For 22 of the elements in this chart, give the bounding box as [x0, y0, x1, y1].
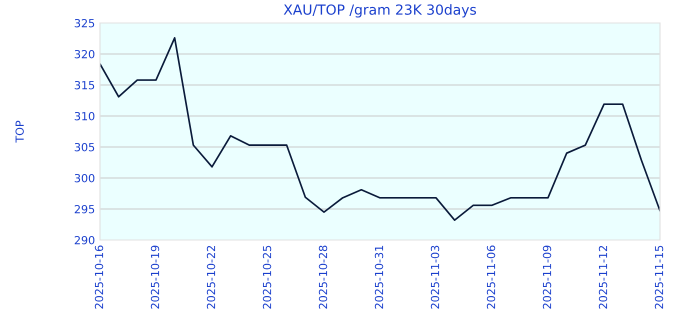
y-tick-label: 320 [74, 50, 94, 58]
x-tick-label: 2025-10-25 [262, 246, 272, 309]
x-tick-label: 2025-10-19 [150, 246, 160, 309]
y-tick-label: 295 [74, 204, 94, 214]
y-tick-label: 300 [74, 174, 94, 182]
x-tick-label: 2025-11-09 [542, 246, 552, 309]
x-tick-label: 2025-10-28 [318, 246, 328, 309]
y-tick-label: 290 [74, 236, 94, 244]
x-tick-label: 2025-11-15 [654, 246, 664, 309]
y-tick-label: 310 [74, 112, 94, 120]
y-axis-title: TOP [15, 120, 24, 143]
chart-title: XAU/TOP /gram 23K 30days [284, 4, 476, 18]
x-tick-label: 2025-11-03 [430, 246, 440, 309]
x-tick-label: 2025-11-12 [598, 246, 608, 309]
x-tick-label: 2025-11-06 [486, 246, 496, 309]
line-series [100, 37, 660, 221]
y-tick-label: 305 [74, 142, 94, 152]
x-tick-label: 2025-10-31 [374, 246, 384, 309]
x-tick-label: 2025-10-16 [94, 246, 104, 309]
y-tick-label: 325 [74, 18, 94, 28]
y-tick-label: 315 [74, 80, 94, 90]
x-tick-label: 2025-10-22 [206, 246, 216, 309]
